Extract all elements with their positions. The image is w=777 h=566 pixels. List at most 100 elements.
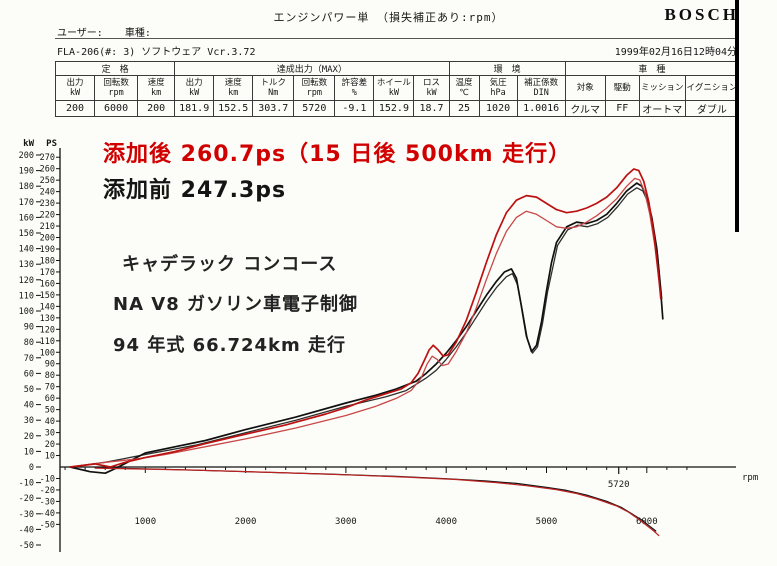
table-value-cell: クルマ xyxy=(564,100,606,117)
svg-text:4000: 4000 xyxy=(435,517,457,527)
user-label: ユーザー: xyxy=(57,28,103,39)
svg-text:190: 190 xyxy=(40,245,55,255)
table-column-header: 回転数 rpm xyxy=(293,75,336,101)
table-value-cell: 181.9 xyxy=(174,100,215,117)
table-column-header: 回転数 rpm xyxy=(94,75,139,101)
svg-text:240: 240 xyxy=(40,188,55,198)
svg-text:120: 120 xyxy=(19,276,34,286)
vehicle-label: 車種: xyxy=(124,28,151,39)
svg-text:40: 40 xyxy=(24,401,34,411)
svg-text:200: 200 xyxy=(40,234,55,244)
svg-text:-10: -10 xyxy=(19,479,34,489)
svg-text:-40: -40 xyxy=(40,509,55,519)
table-value-cell: -9.1 xyxy=(334,100,375,117)
scan-edge-artifact xyxy=(735,0,739,232)
svg-text:-20: -20 xyxy=(40,486,55,496)
table-value-cell: 6000 xyxy=(94,100,139,117)
svg-text:20: 20 xyxy=(45,440,55,450)
svg-text:30: 30 xyxy=(24,416,34,426)
svg-text:180: 180 xyxy=(40,256,55,266)
table-group-header: 達成出力（MAX） xyxy=(174,61,450,76)
svg-text:-40: -40 xyxy=(19,525,34,535)
timestamp: 1999年02月16日12時04分 xyxy=(614,47,737,58)
table-column-header: 対象 xyxy=(564,75,606,101)
svg-text:90: 90 xyxy=(24,323,34,333)
svg-text:270: 270 xyxy=(40,153,55,163)
curve-before-additive-247.3ps-black xyxy=(69,182,664,475)
svg-text:120: 120 xyxy=(40,325,55,335)
curve-loss-curve-black xyxy=(94,467,657,532)
svg-text:140: 140 xyxy=(19,245,34,255)
table-value-cell: FF xyxy=(604,100,640,117)
svg-text:60: 60 xyxy=(24,369,34,379)
table-value-cell: 303.7 xyxy=(252,100,295,117)
table-group-header: 車 種 xyxy=(564,61,740,76)
table-column-header: 気圧 hPa xyxy=(478,75,518,101)
curve-after-additive-run2-red xyxy=(69,177,660,468)
car-spec-annotation: NA V8 ガソリン車電子制御 xyxy=(113,294,358,315)
svg-text:160: 160 xyxy=(40,279,55,289)
svg-text:1000: 1000 xyxy=(134,517,156,527)
svg-text:80: 80 xyxy=(45,371,55,381)
table-value-cell: オートマ xyxy=(638,100,686,117)
svg-text:50: 50 xyxy=(45,406,55,416)
table-column-header: 速度 km xyxy=(137,75,176,101)
table-group-header: 環 境 xyxy=(448,61,566,76)
svg-text:200: 200 xyxy=(19,151,34,161)
svg-text:-50: -50 xyxy=(40,520,55,530)
svg-text:90: 90 xyxy=(45,360,55,370)
curve-after-additive-260.7ps-red xyxy=(69,168,662,468)
table-column-header: ホイール kW xyxy=(373,75,415,101)
svg-text:130: 130 xyxy=(40,314,55,324)
svg-text:30: 30 xyxy=(45,429,55,439)
svg-text:70: 70 xyxy=(24,354,34,364)
measurement-table: 定 格達成出力（MAX）環 境車 種出力 kW 回転数 rpm 速度 km 出力 kW 速度 km… xyxy=(54,61,740,117)
report-title: エンジンパワー単 （損失補正あり:rpm） xyxy=(273,11,504,24)
table-value-cell: ダブル xyxy=(684,100,740,117)
table-value-cell: 1020 xyxy=(478,100,518,117)
svg-text:100: 100 xyxy=(19,307,34,317)
svg-text:3000: 3000 xyxy=(335,517,357,527)
meta-row: ユーザー: 車種: xyxy=(57,24,151,39)
table-column-header: 出力 kW xyxy=(174,75,215,101)
svg-text:PS: PS xyxy=(46,139,57,149)
table-value-cell: 200 xyxy=(54,100,96,117)
table-column-header: 補正係数 DIN xyxy=(516,75,566,101)
table-value-cell: 152.5 xyxy=(213,100,254,117)
table-value-cell: 200 xyxy=(137,100,176,117)
svg-text:250: 250 xyxy=(40,176,55,186)
table-column-header: ミッション xyxy=(638,75,686,101)
table-value-cell: 18.7 xyxy=(413,100,450,117)
svg-text:-30: -30 xyxy=(40,497,55,507)
svg-text:80: 80 xyxy=(24,338,34,348)
svg-text:170: 170 xyxy=(40,268,55,278)
after-annotation: 添加後 260.7ps（15 日後 500km 走行） xyxy=(103,142,572,167)
svg-text:-10: -10 xyxy=(40,474,55,484)
table-column-header: イグニション xyxy=(684,75,740,101)
svg-text:170: 170 xyxy=(19,198,34,208)
table-column-header: トルク Nm xyxy=(252,75,295,101)
svg-text:rpm: rpm xyxy=(742,473,758,483)
device-row: FLA-206(#: 3) ソフトウェア Vcr.3.72 1999年02月16… xyxy=(57,43,737,58)
svg-text:100: 100 xyxy=(40,348,55,358)
svg-text:210: 210 xyxy=(40,222,55,232)
table-column-header: 駆動 xyxy=(604,75,640,101)
svg-text:2000: 2000 xyxy=(235,517,257,527)
table-value-cell: 25 xyxy=(448,100,480,117)
svg-text:kW: kW xyxy=(23,139,34,149)
svg-text:260: 260 xyxy=(40,165,55,175)
svg-text:230: 230 xyxy=(40,199,55,209)
svg-text:130: 130 xyxy=(19,260,34,270)
curve-loss-curve-red xyxy=(94,467,660,537)
svg-text:150: 150 xyxy=(40,291,55,301)
svg-text:160: 160 xyxy=(19,213,34,223)
svg-text:6000: 6000 xyxy=(636,517,658,527)
car-year-annotation: 94 年式 66.724km 走行 xyxy=(113,335,347,356)
table-column-header: 許容差% xyxy=(334,75,375,101)
svg-text:220: 220 xyxy=(40,211,55,221)
svg-text:-50: -50 xyxy=(19,541,34,551)
svg-text:5720: 5720 xyxy=(608,480,630,490)
divider xyxy=(55,38,737,39)
table-value-cell: 5720 xyxy=(293,100,336,117)
